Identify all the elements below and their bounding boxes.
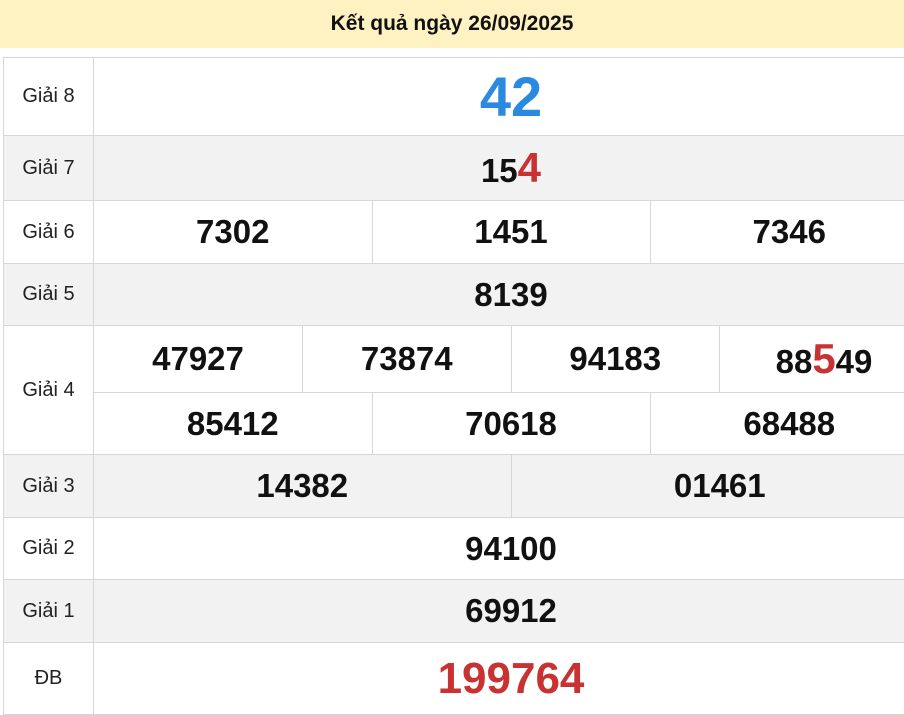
prize-number: 47927 <box>94 326 303 392</box>
results-date-title: Kết quả ngày 26/09/2025 <box>0 0 904 48</box>
prize-row-g8: Giải 8 42 <box>4 58 904 136</box>
number-text: 49 <box>836 343 873 380</box>
prize-number: 1451 <box>372 201 650 263</box>
prize-label: Giải 3 <box>4 455 94 518</box>
prize-label: Giải 2 <box>4 518 94 580</box>
prize-row-g5: Giải 5 8139 <box>4 264 904 326</box>
prize-row-g7: Giải 7 154 <box>4 136 904 201</box>
prize-number: 70618 <box>372 393 650 455</box>
prize-label: Giải 8 <box>4 58 94 136</box>
prize-number: 01461 <box>511 455 904 517</box>
prize-numbers: 14382 01461 <box>94 455 904 518</box>
prize-number: 154 <box>94 136 904 201</box>
prize-label: Giải 7 <box>4 136 94 201</box>
prize-number: 7302 <box>94 201 372 263</box>
results-table: Giải 8 42 Giải 7 154 Giải 6 7302 1451 73… <box>3 57 904 715</box>
highlight-digit: 4 <box>518 144 541 191</box>
prize-number: 42 <box>94 58 904 136</box>
prize-number: 8139 <box>94 264 904 326</box>
prize-label: Giải 4 <box>4 326 94 455</box>
prize-row-g4: Giải 4 47927 73874 94183 88549 85412 706… <box>4 326 904 455</box>
prize-number: 68488 <box>650 393 904 455</box>
prize-numbers: 7302 1451 7346 <box>94 201 904 264</box>
prize-number: 85412 <box>94 393 372 455</box>
prize-label: Giải 6 <box>4 201 94 264</box>
prize-number: 7346 <box>650 201 904 263</box>
prize-number: 94100 <box>94 518 904 580</box>
prize-label: Giải 1 <box>4 580 94 643</box>
prize-row-g1: Giải 1 69912 <box>4 580 904 643</box>
prize-number: 88549 <box>720 326 904 392</box>
number-text: 42 <box>480 65 542 128</box>
prize-numbers: 47927 73874 94183 88549 85412 70618 6848… <box>94 326 904 455</box>
prize-number: 73874 <box>303 326 512 392</box>
prize-number: 14382 <box>94 455 511 517</box>
prize-number: 69912 <box>94 580 904 643</box>
number-text: 88 <box>776 343 813 380</box>
prize-number: 94183 <box>511 326 720 392</box>
prize-label: Giải 5 <box>4 264 94 326</box>
highlight-digit: 5 <box>812 335 835 382</box>
number-text: 15 <box>481 152 518 189</box>
prize-row-g3: Giải 3 14382 01461 <box>4 455 904 518</box>
prize-row-g2: Giải 2 94100 <box>4 518 904 580</box>
prize-row-g6: Giải 6 7302 1451 7346 <box>4 201 904 264</box>
